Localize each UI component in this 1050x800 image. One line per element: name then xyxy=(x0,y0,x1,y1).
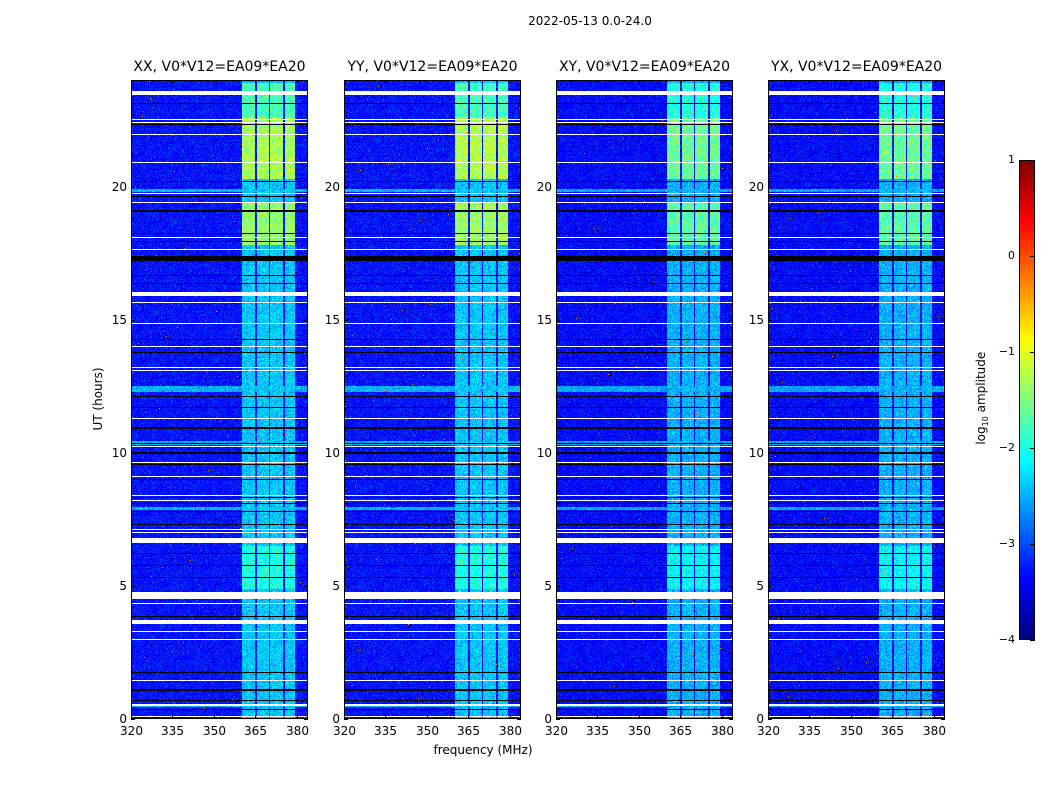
x-tick-label: 350 xyxy=(840,724,863,738)
y-tick-label: 5 xyxy=(544,578,552,593)
panel-title: XX, V0*V12=EA09*EA20 xyxy=(133,59,306,75)
y-tick-label: 0 xyxy=(332,711,340,726)
colorbar-tick xyxy=(1030,160,1035,161)
colorbar-tick-label: 0 xyxy=(1008,249,1015,262)
colorbar xyxy=(1019,160,1035,640)
colorbar-tick-label: −2 xyxy=(998,441,1015,454)
x-tick-label: 365 xyxy=(881,724,904,738)
y-tick-label: 10 xyxy=(324,445,340,460)
y-tick-label: 10 xyxy=(536,445,552,460)
colorbar-tick-label: −1 xyxy=(998,345,1015,358)
x-tick-label: 380 xyxy=(286,724,309,738)
x-tick-label: 350 xyxy=(203,724,226,738)
colorbar-label-sub: 10 xyxy=(981,416,991,427)
y-tick-label: 20 xyxy=(748,179,764,194)
y-tick-label: 0 xyxy=(119,711,127,726)
y-tick-label: 5 xyxy=(756,578,764,593)
y-tick-label: 20 xyxy=(324,179,340,194)
panel-title: YX, V0*V12=EA09*EA20 xyxy=(770,59,943,75)
x-axis-label: frequency (MHz) xyxy=(433,743,533,757)
y-tick-label: 15 xyxy=(111,312,127,327)
y-tick-label: 20 xyxy=(536,179,552,194)
y-tick-label: 5 xyxy=(119,578,127,593)
x-tick-label: 350 xyxy=(628,724,651,738)
x-tick-label: 320 xyxy=(120,724,143,738)
colorbar-tick-label: 1 xyxy=(1008,153,1015,166)
x-tick-label: 380 xyxy=(923,724,946,738)
colorbar-tick-label: −3 xyxy=(998,537,1015,550)
x-tick-label: 365 xyxy=(457,724,480,738)
x-tick-label: 365 xyxy=(244,724,267,738)
x-tick-label: 350 xyxy=(416,724,439,738)
colorbar-tick xyxy=(1030,352,1035,353)
x-tick-label: 335 xyxy=(586,724,609,738)
y-tick-label: 0 xyxy=(544,711,552,726)
x-tick-label: 380 xyxy=(499,724,522,738)
y-tick-label: 20 xyxy=(111,179,127,194)
colorbar-tick xyxy=(1030,448,1035,449)
waterfall-heatmap xyxy=(556,80,733,719)
y-axis-label: UT (hours) xyxy=(91,367,105,431)
y-tick-label: 15 xyxy=(748,312,764,327)
x-tick-label: 320 xyxy=(757,724,780,738)
waterfall-heatmap xyxy=(131,80,308,719)
panel-title: XY, V0*V12=EA09*EA20 xyxy=(558,59,731,75)
x-tick-label: 380 xyxy=(711,724,734,738)
colorbar-tick xyxy=(1030,640,1035,641)
x-tick-label: 335 xyxy=(374,724,397,738)
x-tick-label: 335 xyxy=(161,724,184,738)
y-tick-label: 15 xyxy=(324,312,340,327)
colorbar-label: log10 amplitude xyxy=(974,348,990,448)
colorbar-tick xyxy=(1030,256,1035,257)
colorbar-label-rest: amplitude xyxy=(973,351,988,417)
x-tick-label: 320 xyxy=(545,724,568,738)
waterfall-heatmap xyxy=(344,80,521,719)
waterfall-heatmap xyxy=(768,80,945,719)
y-tick-label: 5 xyxy=(332,578,340,593)
x-tick-label: 335 xyxy=(798,724,821,738)
y-tick-label: 10 xyxy=(748,445,764,460)
colorbar-tick-label: −4 xyxy=(998,633,1015,646)
y-tick-label: 15 xyxy=(536,312,552,327)
figure-title: 2022-05-13 0.0-24.0 xyxy=(528,14,652,28)
x-tick-label: 365 xyxy=(669,724,692,738)
panel-title: YY, V0*V12=EA09*EA20 xyxy=(347,59,518,75)
colorbar-tick xyxy=(1030,544,1035,545)
y-tick-label: 10 xyxy=(111,445,127,460)
x-tick-label: 320 xyxy=(333,724,356,738)
y-tick-label: 0 xyxy=(756,711,764,726)
